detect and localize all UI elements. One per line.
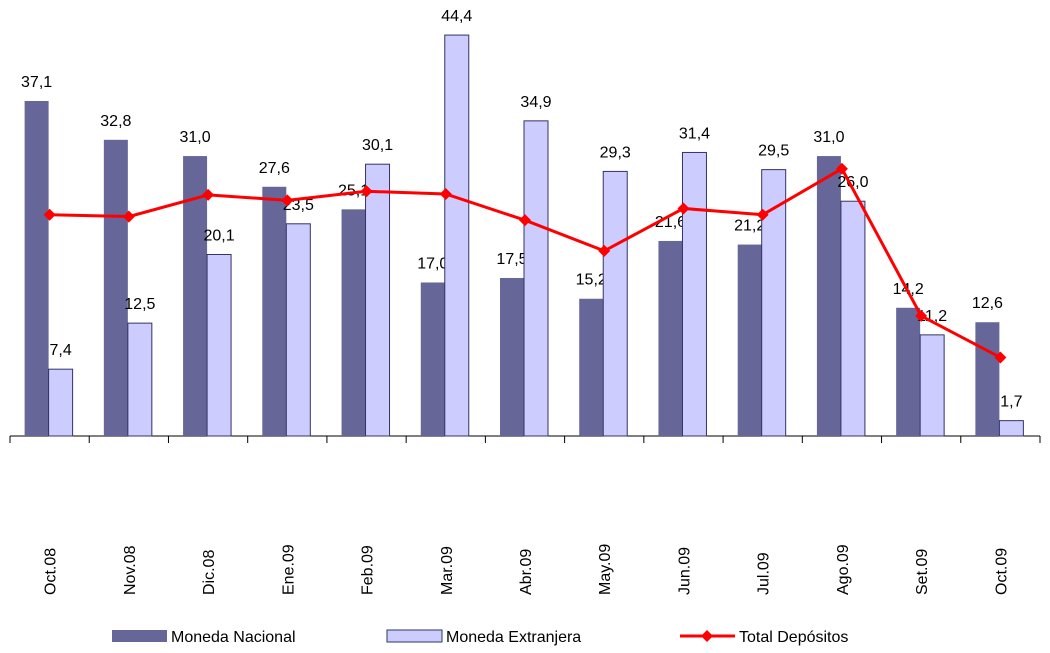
- value-label: 29,5: [758, 143, 789, 160]
- value-label: 17,0: [417, 255, 448, 272]
- value-label: 29,3: [600, 144, 631, 161]
- bar: [183, 156, 208, 436]
- legend-marker: [701, 630, 713, 642]
- legend-swatch: [112, 630, 167, 642]
- value-label: 17,5: [496, 251, 527, 268]
- x-tick-label: Set.09: [914, 549, 931, 595]
- legend-label: Moneda Extranjera: [446, 629, 581, 646]
- bar: [500, 277, 524, 436]
- x-tick-label: Jun.09: [676, 547, 693, 595]
- value-label: 26,0: [837, 174, 868, 191]
- x-tick-label: Mar.09: [439, 546, 456, 595]
- bar: [285, 223, 311, 437]
- value-label: 21,2: [734, 218, 765, 235]
- value-label: 31,4: [679, 125, 710, 142]
- bar: [24, 100, 49, 436]
- value-label: 20,1: [204, 227, 235, 244]
- value-label: 31,0: [813, 129, 844, 146]
- x-tick-label: Oct.09: [993, 548, 1010, 595]
- x-tick-label: Oct.08: [43, 548, 60, 595]
- value-label: 34,9: [520, 94, 551, 111]
- line-marker: [756, 208, 769, 221]
- x-tick-label: Ene.09: [280, 544, 297, 595]
- bar: [896, 307, 921, 436]
- bar: [602, 170, 628, 437]
- x-tick-label: Abr.09: [518, 549, 535, 595]
- x-tick-label: Dic.08: [201, 550, 218, 595]
- line-marker: [519, 214, 531, 227]
- bar: [998, 420, 1024, 437]
- x-tick-label: Ago.09: [835, 544, 852, 595]
- x-tick-label: Nov.08: [122, 545, 139, 595]
- line-marker: [360, 185, 373, 198]
- bar: [579, 298, 604, 436]
- legend-label: Total Depósitos: [739, 629, 848, 646]
- line-marker: [202, 188, 215, 201]
- bar: [206, 253, 232, 437]
- legend-label: Moneda Nacional: [171, 629, 296, 646]
- line-marker: [281, 194, 294, 207]
- line-marker: [994, 351, 1007, 364]
- x-tick-label: Feb.09: [360, 545, 377, 595]
- value-label: 27,6: [259, 160, 290, 177]
- line-marker: [43, 208, 56, 221]
- bar: [341, 209, 366, 436]
- line-marker: [915, 309, 928, 322]
- bar: [444, 34, 470, 437]
- value-label: 12,5: [124, 296, 155, 313]
- value-label: 11,2: [917, 308, 947, 325]
- value-label: 44,4: [441, 8, 472, 25]
- value-label: 1,7: [1000, 394, 1022, 411]
- x-tick-label: May.09: [597, 544, 614, 595]
- bar: [48, 368, 74, 437]
- bar: [103, 139, 128, 437]
- line-marker: [598, 244, 611, 257]
- value-label: 32,8: [100, 113, 131, 130]
- bar: [127, 322, 153, 437]
- line-marker: [122, 210, 135, 223]
- x-tick-label: Jul.09: [756, 552, 773, 595]
- value-label: 15,2: [576, 272, 607, 289]
- line-marker: [677, 202, 690, 215]
- bar: [840, 200, 866, 437]
- bar: [658, 240, 683, 436]
- bar: [681, 151, 707, 437]
- line-marker: [439, 187, 452, 200]
- legend-swatch: [386, 629, 443, 643]
- value-label: 37,1: [21, 74, 52, 91]
- bar: [975, 322, 1000, 436]
- value-label: 7,4: [49, 342, 71, 359]
- value-label: 12,6: [972, 295, 1003, 312]
- bar: [919, 334, 945, 437]
- value-label: 31,0: [180, 129, 211, 146]
- bar: [737, 244, 762, 436]
- bar: [365, 163, 391, 437]
- bar: [262, 186, 287, 436]
- bar: [420, 282, 445, 436]
- value-label: 30,1: [362, 137, 393, 154]
- bar: [523, 120, 549, 437]
- line-marker: [835, 162, 848, 175]
- bar: [816, 156, 841, 436]
